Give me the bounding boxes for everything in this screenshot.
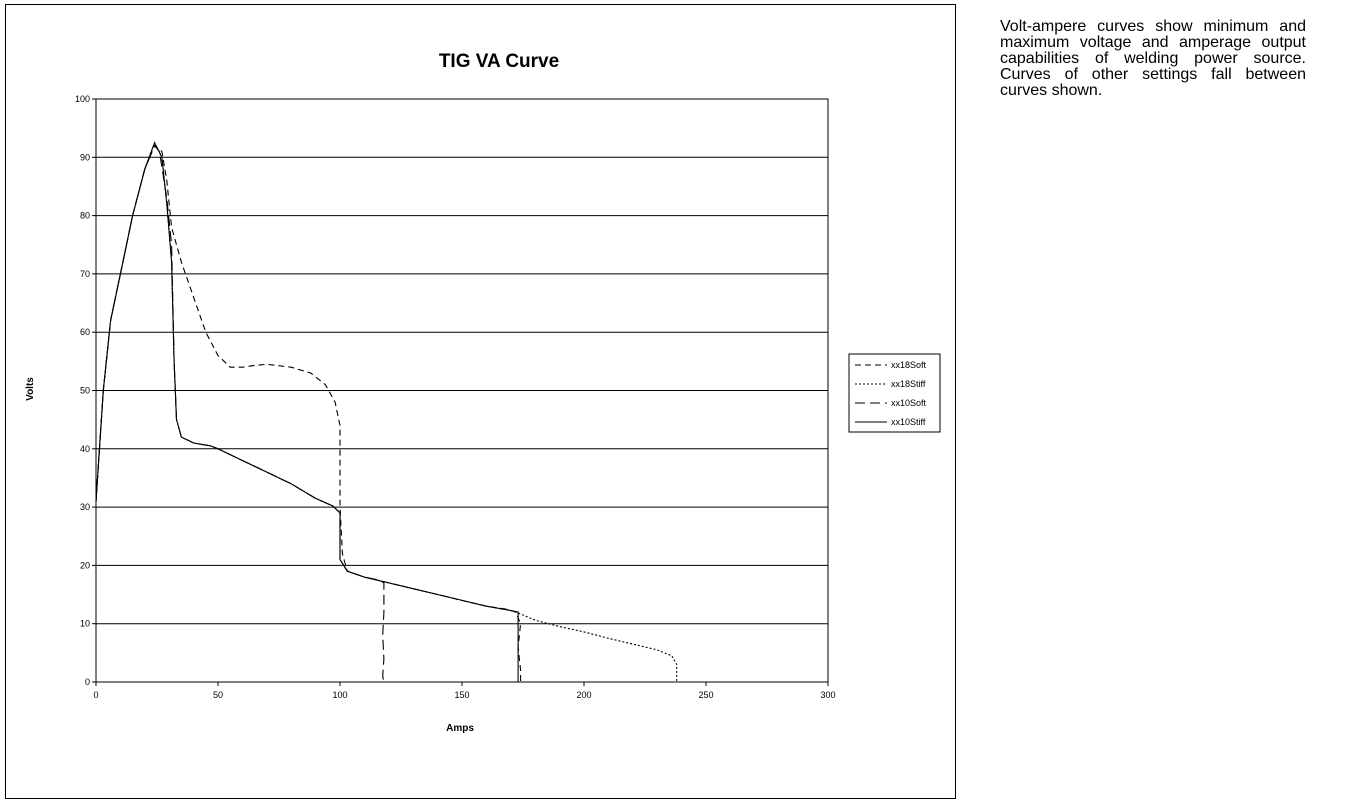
chart-title: TIG VA Curve <box>439 51 559 72</box>
legend-label-xx10Stiff: xx10Stiff <box>891 417 926 427</box>
chart-container: TIG VA Curve 0 10 20 30 40 50 60 70 80 90 100 0 50 10… <box>5 4 956 799</box>
y-tick-label: 20 <box>80 560 90 570</box>
x-tick-label: 50 <box>213 690 223 700</box>
y-tick-label: 100 <box>75 94 90 104</box>
y-axis-title: Volts <box>25 377 36 401</box>
va-curve-chart: TIG VA Curve 0 10 20 30 40 50 60 70 80 90 100 0 50 10… <box>25 51 941 734</box>
series-line-xx18Stiff <box>95 141 678 682</box>
y-tick-label: 90 <box>80 152 90 162</box>
series-line-xx10Stiff <box>95 141 519 682</box>
description-text: Volt-ampere curves show minimum and maxi… <box>1000 18 1306 99</box>
legend-label-xx10Soft: xx10Soft <box>891 398 927 408</box>
y-tick-label: 70 <box>80 269 90 279</box>
x-tick-label: 250 <box>698 690 713 700</box>
y-tick-label: 0 <box>85 677 90 687</box>
y-tick-label: 50 <box>80 386 90 396</box>
series-line-xx10Soft <box>95 144 385 683</box>
series-line-xx18Soft <box>95 144 522 682</box>
x-tick-label: 0 <box>93 690 98 700</box>
y-tick-label: 30 <box>80 502 90 512</box>
legend-box <box>848 353 941 433</box>
x-tick-label: 300 <box>820 690 835 700</box>
legend-label-xx18Soft: xx18Soft <box>891 360 927 370</box>
x-tick-label: 200 <box>576 690 591 700</box>
legend-label-xx18Stiff: xx18Stiff <box>891 379 926 389</box>
legend: xx18Soft xx18Stiff xx10Soft xx10Stiff <box>848 353 941 433</box>
y-tick-label: 40 <box>80 444 90 454</box>
y-tick-label: 80 <box>80 211 90 221</box>
y-tick-label: 10 <box>80 619 90 629</box>
y-tick-label: 60 <box>80 327 90 337</box>
x-tick-label: 100 <box>332 690 347 700</box>
x-tick-label: 150 <box>454 690 469 700</box>
x-axis-title: Amps <box>446 723 474 734</box>
